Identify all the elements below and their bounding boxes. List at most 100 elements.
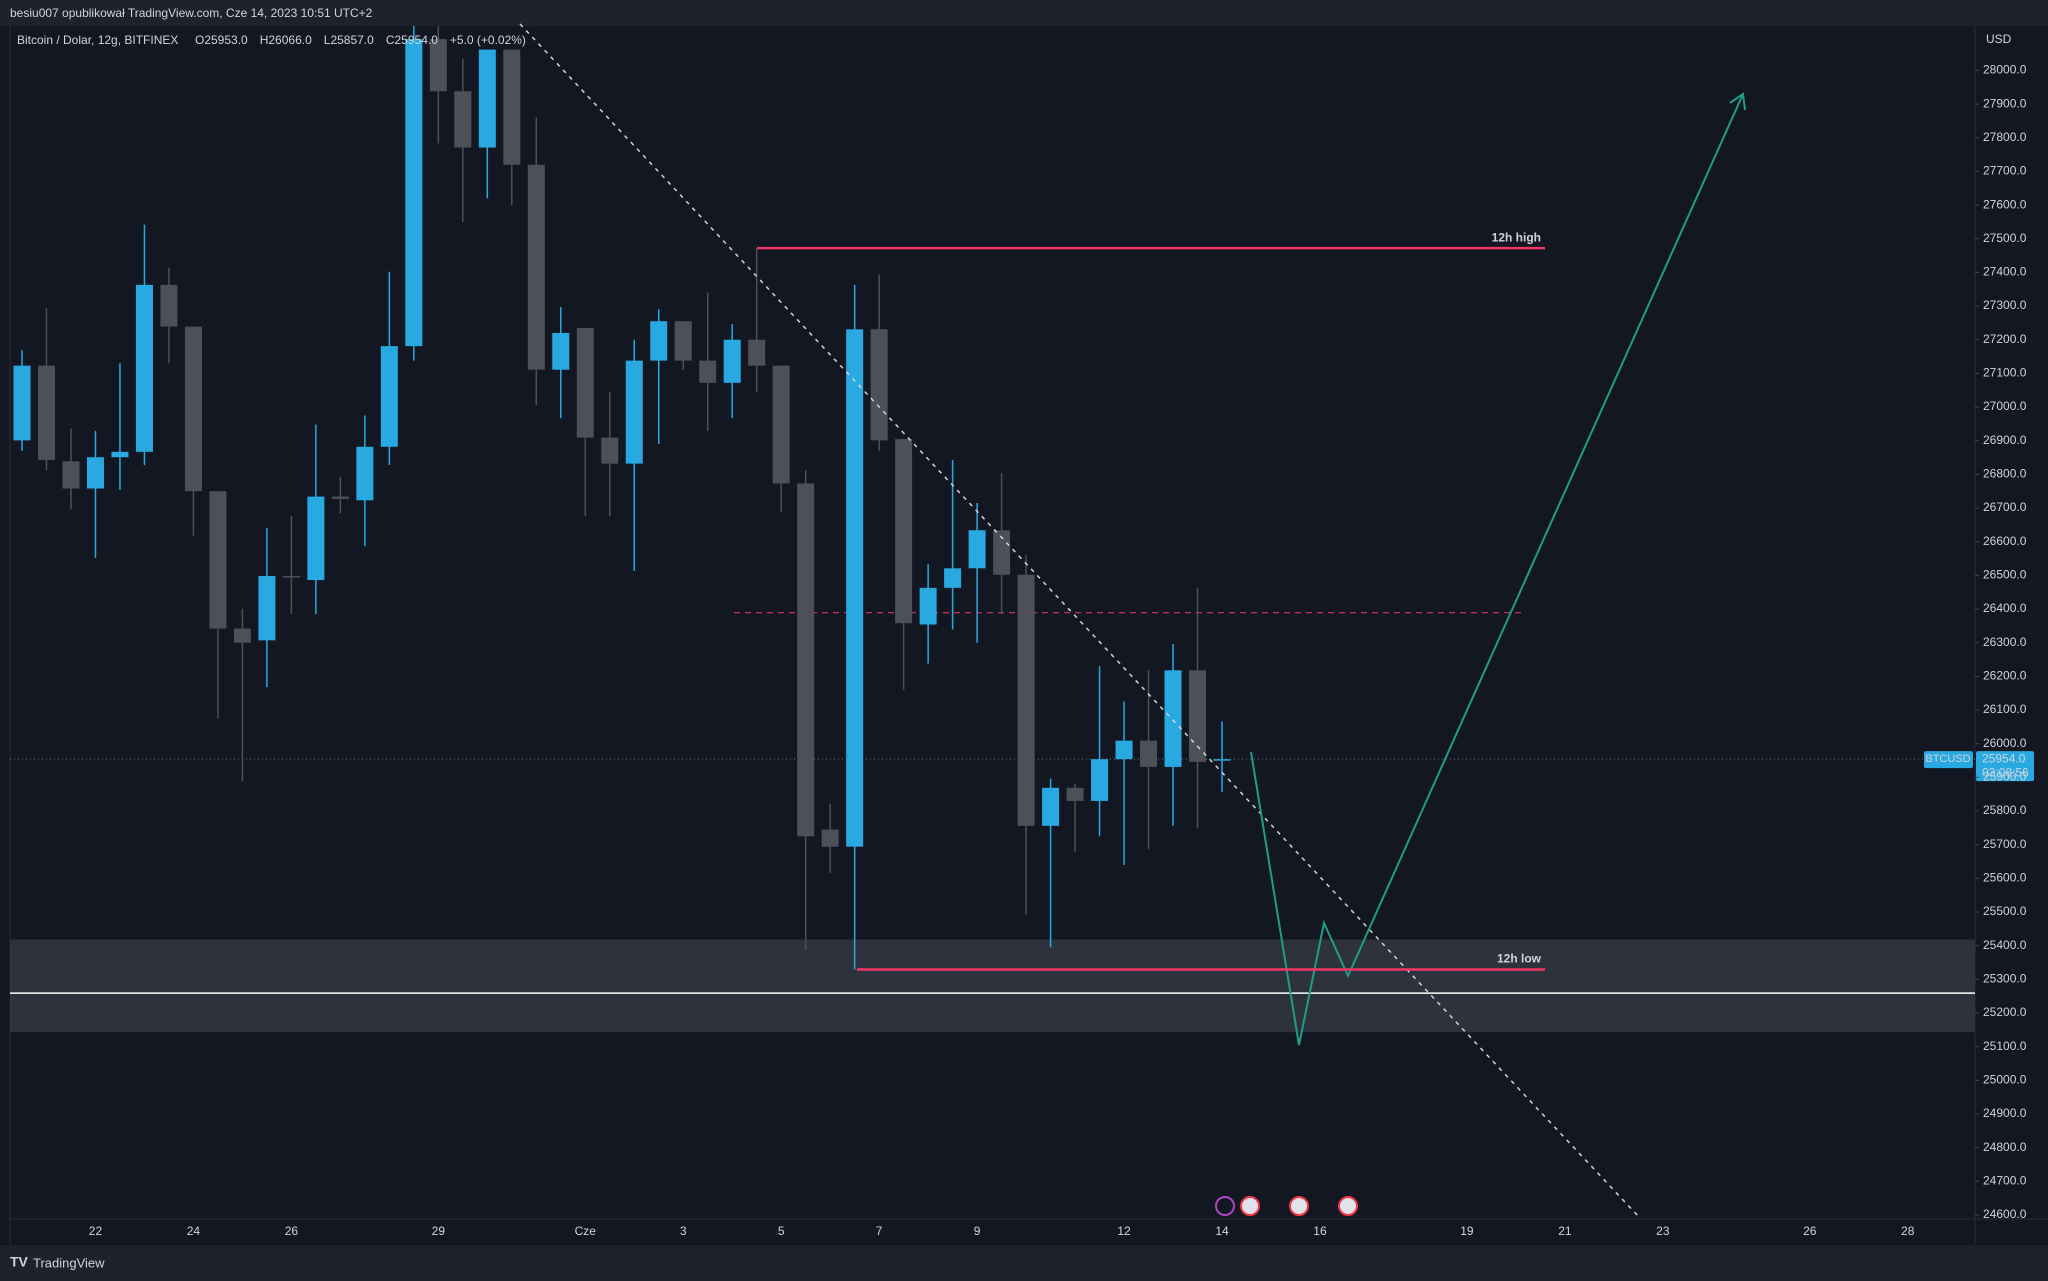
x-tick-label: 12 bbox=[1117, 1224, 1131, 1238]
projection-arrowhead bbox=[1729, 92, 1746, 111]
event-icon[interactable] bbox=[1338, 1196, 1358, 1216]
candle-body bbox=[674, 321, 692, 361]
candle-body bbox=[37, 365, 55, 460]
candle-body bbox=[13, 365, 31, 441]
zone bbox=[10, 939, 1975, 1033]
candle-body bbox=[919, 587, 937, 625]
candle-wick bbox=[1074, 784, 1076, 852]
overlay-fg: 12h high 12h low BTCUSD 25954.003:08:56 bbox=[757, 230, 2034, 971]
candle-body bbox=[723, 339, 741, 383]
y-tick-label: 27400.0 bbox=[1983, 265, 2027, 279]
candle-body bbox=[1017, 574, 1035, 826]
y-tick-label: 26600.0 bbox=[1983, 534, 2027, 548]
candle-body bbox=[699, 360, 717, 383]
event-icon[interactable] bbox=[1215, 1196, 1235, 1216]
y-axis-label: USD bbox=[1986, 32, 2012, 46]
x-tick-label: 24 bbox=[187, 1224, 201, 1238]
candle-body bbox=[601, 437, 619, 464]
event-icon[interactable] bbox=[1240, 1196, 1260, 1216]
x-tick-label: 3 bbox=[680, 1224, 687, 1238]
candles bbox=[13, 26, 1231, 970]
candle-wick bbox=[951, 459, 954, 630]
y-tick-label: 26200.0 bbox=[1983, 669, 2027, 683]
candle-body bbox=[62, 461, 80, 489]
level-label: 12h high bbox=[1492, 230, 1541, 244]
candle-body bbox=[870, 329, 888, 441]
candle-wick bbox=[1049, 778, 1052, 948]
candle-wick bbox=[1098, 666, 1101, 837]
candle-wick bbox=[119, 363, 121, 490]
candle-body bbox=[944, 568, 962, 588]
candle-body bbox=[184, 326, 202, 492]
candle-body bbox=[625, 360, 643, 464]
bottom-bar bbox=[0, 1245, 2048, 1281]
candle-wick bbox=[339, 476, 342, 514]
candle-body bbox=[993, 530, 1011, 575]
y-tick-label: 25600.0 bbox=[1983, 871, 2027, 885]
candle-body bbox=[86, 457, 104, 489]
candle-body bbox=[748, 339, 766, 366]
candle-body bbox=[454, 91, 472, 148]
candle-body bbox=[503, 49, 521, 165]
candle-body bbox=[356, 446, 374, 501]
y-tick-label: 26700.0 bbox=[1983, 500, 2027, 514]
candle-body bbox=[258, 576, 276, 641]
top-bar bbox=[0, 0, 2048, 26]
candle-body bbox=[1042, 787, 1060, 826]
candle-wick bbox=[755, 248, 758, 392]
candle-body bbox=[821, 829, 839, 847]
x-tick-label: 23 bbox=[1656, 1224, 1670, 1238]
y-tick-label: 27600.0 bbox=[1983, 197, 2027, 211]
trend-line bbox=[519, 23, 1640, 1218]
x-tick-label: 26 bbox=[285, 1224, 299, 1238]
overlay-bg bbox=[10, 612, 1975, 1033]
ohlc-legend: O25953.0 H26066.0 L25857.0 C25954.0 +5.0 (+0… bbox=[195, 33, 526, 47]
symbol-title: Bitcoin / Dolar, 12g, BITFINEX bbox=[17, 33, 178, 47]
ohlc-value: O25953.0 bbox=[195, 33, 248, 47]
candle-body bbox=[1213, 759, 1231, 761]
candle-body bbox=[160, 284, 178, 327]
candle-body bbox=[797, 483, 815, 837]
candle-body bbox=[968, 530, 986, 569]
y-tick-label: 24700.0 bbox=[1983, 1173, 2027, 1187]
candle-body bbox=[429, 39, 447, 92]
logo-mark: TV bbox=[10, 1254, 29, 1270]
event-icon[interactable] bbox=[1289, 1196, 1309, 1216]
ohlc-value: +5.0 (+0.02%) bbox=[450, 33, 526, 47]
y-tick-label: 25200.0 bbox=[1983, 1005, 2027, 1019]
y-tick-label: 25800.0 bbox=[1983, 803, 2027, 817]
y-tick-label: 26800.0 bbox=[1983, 467, 2027, 481]
x-tick-label: 26 bbox=[1803, 1224, 1817, 1238]
y-tick-label: 25000.0 bbox=[1983, 1072, 2027, 1086]
y-tick-label: 28000.0 bbox=[1983, 63, 2027, 77]
candle-body bbox=[478, 49, 496, 148]
x-tick-label: 5 bbox=[778, 1224, 785, 1238]
candle-body bbox=[233, 628, 251, 643]
candle-body bbox=[895, 439, 913, 624]
candle-body bbox=[772, 365, 790, 484]
candle-body bbox=[650, 321, 668, 361]
y-tick-label: 27300.0 bbox=[1983, 298, 2027, 312]
price-tag bbox=[1976, 751, 2034, 782]
countdown: 03:08:56 bbox=[1982, 765, 2029, 779]
candle-wick bbox=[657, 309, 660, 445]
x-tick-label: 9 bbox=[974, 1224, 981, 1238]
candle-body bbox=[846, 329, 864, 847]
candle-body bbox=[1115, 740, 1133, 760]
x-tick-label: Cze bbox=[575, 1224, 597, 1238]
ohlc-value: L25857.0 bbox=[324, 33, 374, 47]
candle-wick bbox=[976, 502, 978, 643]
candle-body bbox=[1164, 670, 1182, 767]
candle-wick bbox=[290, 516, 293, 615]
candle-body bbox=[331, 496, 349, 499]
candle-body bbox=[405, 39, 423, 347]
x-tick-label: 28 bbox=[1901, 1224, 1915, 1238]
candle-body bbox=[1091, 759, 1109, 801]
y-tick-label: 26400.0 bbox=[1983, 601, 2027, 615]
x-tick-label: 29 bbox=[432, 1224, 446, 1238]
y-tick-label: 26300.0 bbox=[1983, 635, 2027, 649]
candle-body bbox=[111, 451, 129, 458]
y-tick-label: 27000.0 bbox=[1983, 399, 2027, 413]
